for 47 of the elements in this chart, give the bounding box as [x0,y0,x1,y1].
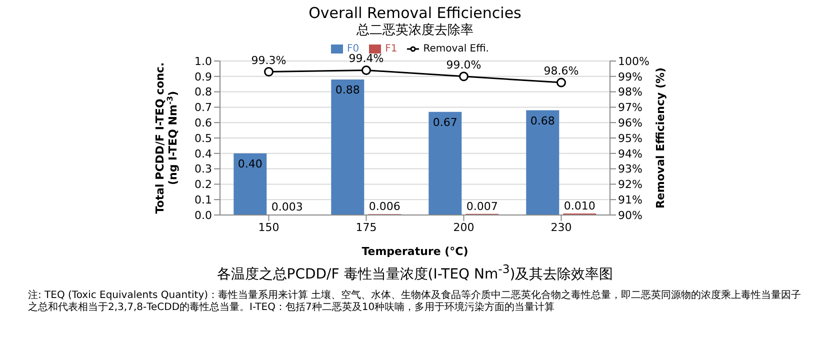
x-axis-title: Temperature (°C) [362,245,468,258]
data-label: 0.003 [271,200,303,214]
y-tick-label: 0.4 [194,147,212,160]
y-tick-label: 0.8 [194,86,212,99]
x-tick-label: 230 [550,220,572,234]
y-tick-label: 0.6 [194,116,212,130]
data-label: 0.88 [335,83,360,96]
data-label: 99.0% [446,58,482,72]
y2-tick-label: 95% [618,132,642,145]
y2-tick-label: 96% [618,116,642,130]
data-label: 99.4% [348,52,384,66]
data-label: 0.40 [238,157,262,170]
text: 各温度之总PCDD/F 毒性当量浓度(I-TEQ Nm$^{-3}$)及其去除效率图 [216,261,614,284]
data-label: 99.3% [251,54,286,67]
y2-tick-label: 91% [618,194,642,207]
y2-tick-label: 93% [618,162,642,176]
x-tick-label: 150 [258,220,280,234]
y-tick-label: 0.2 [194,178,212,192]
legend-label: F1 [385,44,398,55]
legend-label: F0 [347,44,360,55]
data-label: 0.67 [432,116,458,129]
chart-title: Overall Removal Efficiencies [308,4,522,22]
y2-tick-label: 100% [618,54,650,68]
y2-axis-title: Removal Efficiency (%) [654,67,667,209]
y2-tick-label: 99% [618,70,642,84]
y-tick-label: 0.1 [194,194,212,207]
y2-tick-label: 98% [618,86,642,99]
data-label: 0.006 [368,200,400,214]
x-tick-label: 175 [356,220,377,234]
chart-subtitle: 总二恶英浓度去除率 [356,22,474,39]
text: 注: TEQ (Toxic Equivalents Quantity)：毒性当量系用来计算 土壤、空气、水体、生物体及食品等介质中二恶英化合物之毒性总量，即二恶英同源物的浓度乘上毒性当量因子之总和代表相当于2,3,7,8-TeCDD的毒性总当量。I-TEQ：包括7种二恶英及10种呋喃，多用于环境污染方面的当量计算 [27,290,802,314]
data-label: 0.68 [530,114,555,128]
y2-tick-label: 92% [618,178,642,192]
x-tick-label: 200 [453,220,474,234]
y-tick-label: 0.7 [194,101,212,114]
legend-label: Removal Effi. [423,44,489,55]
data-label: 0.007 [466,200,498,213]
y2-tick-label: 90% [618,208,642,222]
y2-tick-label: 94% [618,147,642,160]
y-tick-label: 0.0 [194,208,212,222]
y-tick-label: 0.9 [194,70,212,84]
y-tick-label: 0.3 [194,162,212,176]
y-tick-label: 0.5 [194,132,212,145]
y2-tick-label: 97% [618,101,642,114]
data-label: 0.010 [564,199,596,212]
data-label: 98.6% [544,64,579,78]
y-tick-label: 1.0 [194,54,212,68]
